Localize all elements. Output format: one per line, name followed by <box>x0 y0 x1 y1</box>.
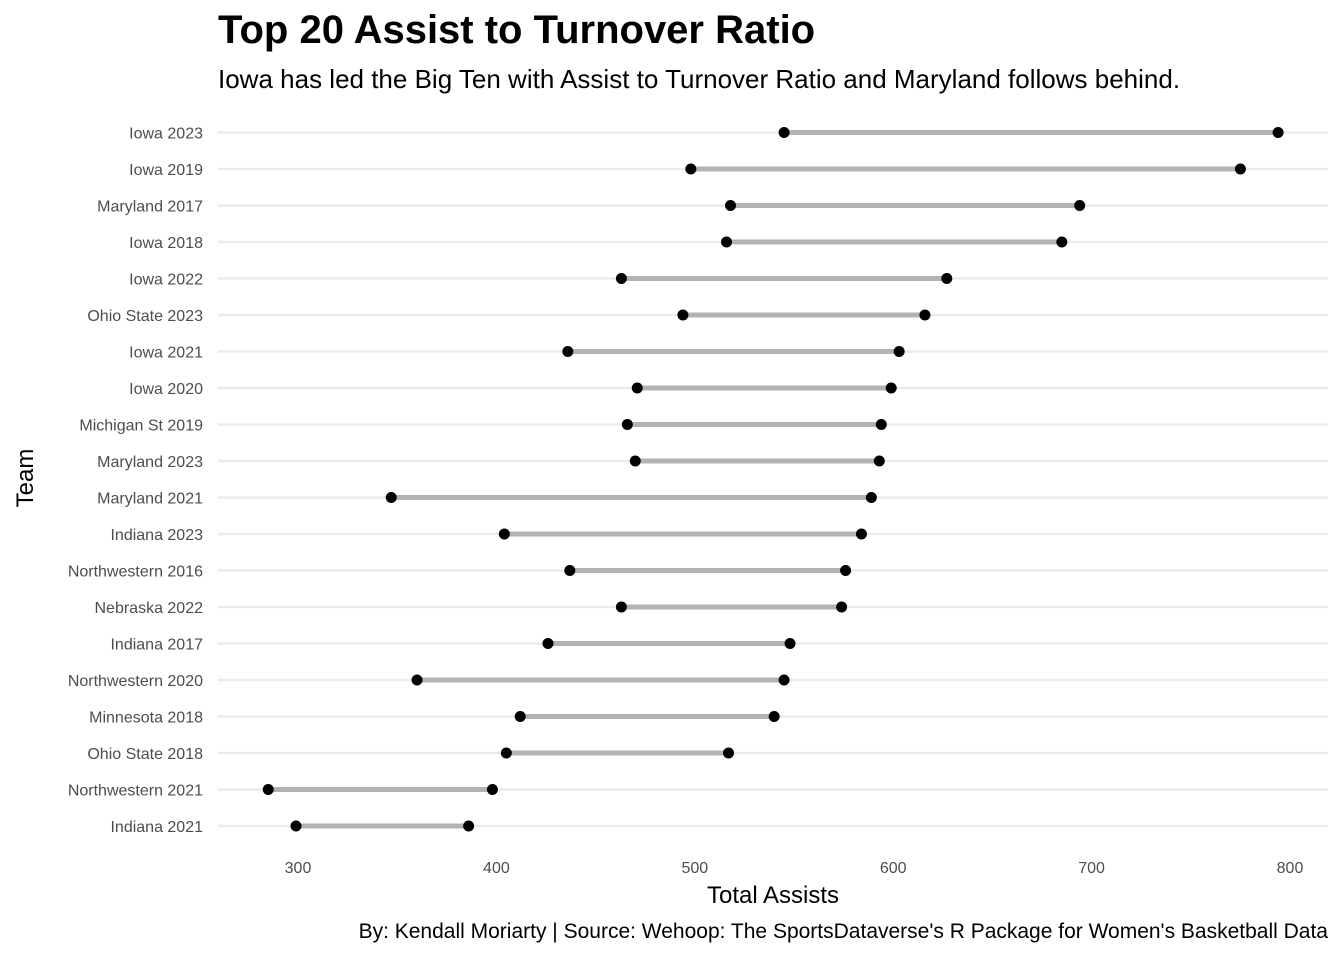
y-tick-label: Ohio State 2018 <box>87 746 203 763</box>
high-point <box>865 492 877 503</box>
y-tick-label: Maryland 2023 <box>97 454 203 471</box>
low-point <box>685 163 697 175</box>
segments <box>268 130 1279 829</box>
low-point <box>542 638 554 649</box>
low-point <box>562 346 574 357</box>
high-point <box>1234 163 1246 175</box>
low-point <box>500 747 512 759</box>
high-point <box>855 528 867 540</box>
high-point <box>1056 236 1068 248</box>
x-tick-label: 300 <box>285 860 312 877</box>
y-tick-label: Iowa 2018 <box>129 235 203 252</box>
high-point <box>463 820 475 832</box>
high-point <box>784 638 796 649</box>
y-tick-label: Iowa 2020 <box>129 381 203 398</box>
low-point <box>615 273 627 284</box>
y-tick-label: Iowa 2023 <box>129 126 203 143</box>
y-tick-label: Northwestern 2021 <box>68 783 203 800</box>
y-axis-title: Team <box>12 449 39 508</box>
low-point <box>629 455 641 467</box>
low-point <box>564 565 576 576</box>
y-tick-label: Indiana 2017 <box>110 637 203 654</box>
low-point <box>621 419 633 430</box>
x-tick-labels: 300 400 500 600 700 800 <box>285 860 1304 877</box>
low-point <box>725 200 737 211</box>
high-point <box>486 784 498 795</box>
high-point <box>919 309 931 321</box>
high-point <box>873 455 885 467</box>
high-point <box>778 674 790 686</box>
x-tick-label: 600 <box>880 860 907 877</box>
high-point <box>893 346 905 357</box>
x-tick-label: 800 <box>1277 860 1304 877</box>
low-point <box>778 127 790 138</box>
y-tick-label: Northwestern 2016 <box>68 564 203 581</box>
low-point <box>721 236 733 248</box>
low-point <box>615 601 627 613</box>
high-point <box>1074 200 1086 211</box>
y-tick-label: Indiana 2021 <box>110 819 203 836</box>
low-point <box>677 309 689 321</box>
low-point <box>385 492 397 503</box>
x-tick-label: 400 <box>483 860 510 877</box>
high-point <box>836 601 848 613</box>
y-tick-labels: Iowa 2023 Iowa 2019 Maryland 2017 Iowa 2018… <box>68 126 203 837</box>
low-point <box>498 528 510 540</box>
y-tick-label: Iowa 2021 <box>129 345 203 362</box>
high-point <box>1272 127 1284 138</box>
x-tick-label: 500 <box>681 860 708 877</box>
y-tick-label: Nebraska 2022 <box>94 600 203 617</box>
y-tick-label: Indiana 2023 <box>110 527 203 544</box>
chart-title: Top 20 Assist to Turnover Ratio <box>218 8 816 52</box>
high-point <box>840 565 852 576</box>
high-point <box>885 382 897 394</box>
y-tick-label: Northwestern 2020 <box>68 673 203 690</box>
y-tick-label: Iowa 2022 <box>129 272 203 289</box>
chart-caption: By: Kendall Moriarty | Source: Wehoop: T… <box>358 920 1328 943</box>
chart-subtitle: Iowa has led the Big Ten with Assist to … <box>218 64 1181 94</box>
grid-lines <box>218 131 1328 828</box>
high-point <box>941 273 953 284</box>
low-point <box>262 784 274 795</box>
x-tick-label: 700 <box>1078 860 1105 877</box>
points <box>262 127 1284 832</box>
low-point <box>631 382 643 394</box>
low-point <box>411 674 423 686</box>
low-point <box>514 711 526 722</box>
high-point <box>723 747 735 759</box>
x-axis-title: Total Assists <box>707 882 839 909</box>
high-point <box>875 419 887 430</box>
y-tick-label: Maryland 2017 <box>97 199 203 216</box>
y-tick-label: Ohio State 2023 <box>87 308 203 325</box>
high-point <box>768 711 780 722</box>
y-tick-label: Iowa 2019 <box>129 162 203 179</box>
y-tick-label: Minnesota 2018 <box>89 710 203 727</box>
y-tick-label: Maryland 2021 <box>97 491 203 508</box>
y-tick-label: Michigan St 2019 <box>79 418 203 435</box>
low-point <box>290 820 302 832</box>
